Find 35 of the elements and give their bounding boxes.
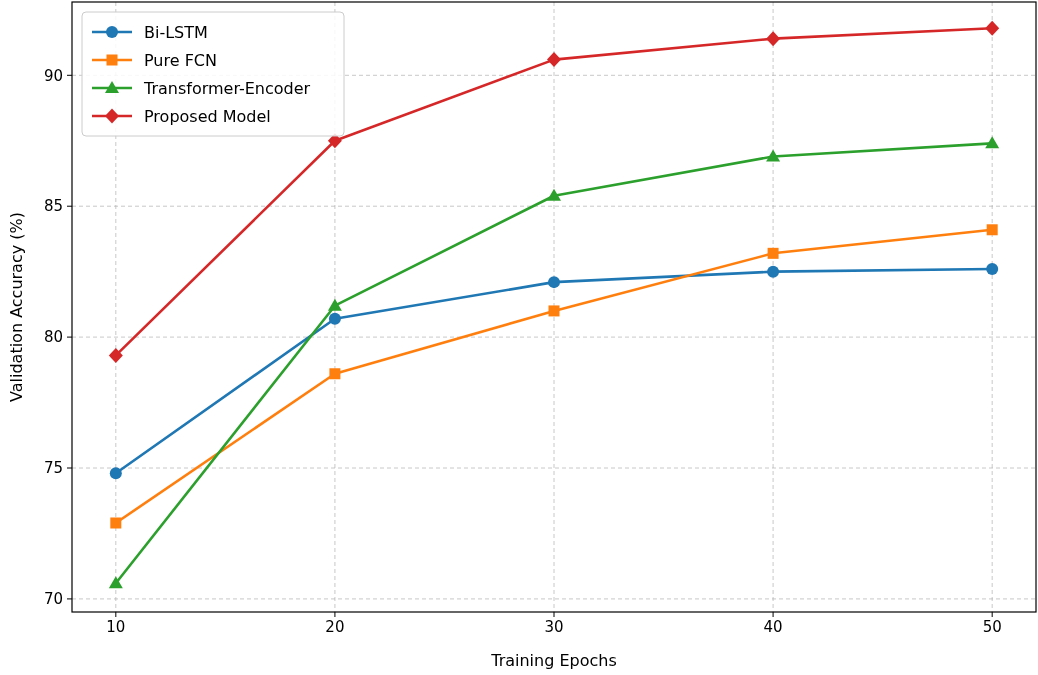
x-tick-label: 30: [544, 618, 564, 636]
y-tick-label: 80: [43, 328, 63, 347]
point: [548, 276, 560, 289]
point: [548, 305, 560, 317]
y-axis-title: Validation Accuracy (%): [7, 212, 26, 402]
point: [108, 347, 123, 363]
y-tick-label: 75: [43, 459, 63, 478]
point: [767, 247, 779, 259]
point: [108, 576, 123, 589]
x-tick-label: 40: [763, 618, 783, 636]
x-tick-label: 10: [106, 618, 126, 636]
point: [110, 517, 122, 529]
point: [328, 312, 341, 325]
point: [109, 467, 122, 480]
x-tick-label: 20: [325, 618, 345, 636]
point: [766, 149, 781, 162]
x-tick-label: 50: [982, 618, 1002, 636]
legend-label: Transformer-Encoder: [143, 78, 311, 98]
point: [327, 298, 342, 311]
point: [986, 224, 998, 236]
point: [547, 52, 561, 68]
y-tick-label: 90: [43, 66, 63, 85]
point: [986, 263, 999, 276]
legend-label: Bi-LSTM: [144, 22, 208, 42]
x-axis-title: Training Epochs: [490, 651, 617, 670]
y-tick-label: 85: [43, 197, 63, 216]
y-tick-label: 70: [43, 590, 63, 609]
point: [329, 368, 341, 380]
legend-label: Pure FCN: [144, 50, 218, 70]
point: [767, 265, 780, 278]
point: [985, 136, 1000, 149]
point: [766, 31, 781, 47]
point: [985, 20, 1000, 36]
legend-label: Proposed Model: [144, 106, 271, 126]
point: [547, 188, 561, 201]
